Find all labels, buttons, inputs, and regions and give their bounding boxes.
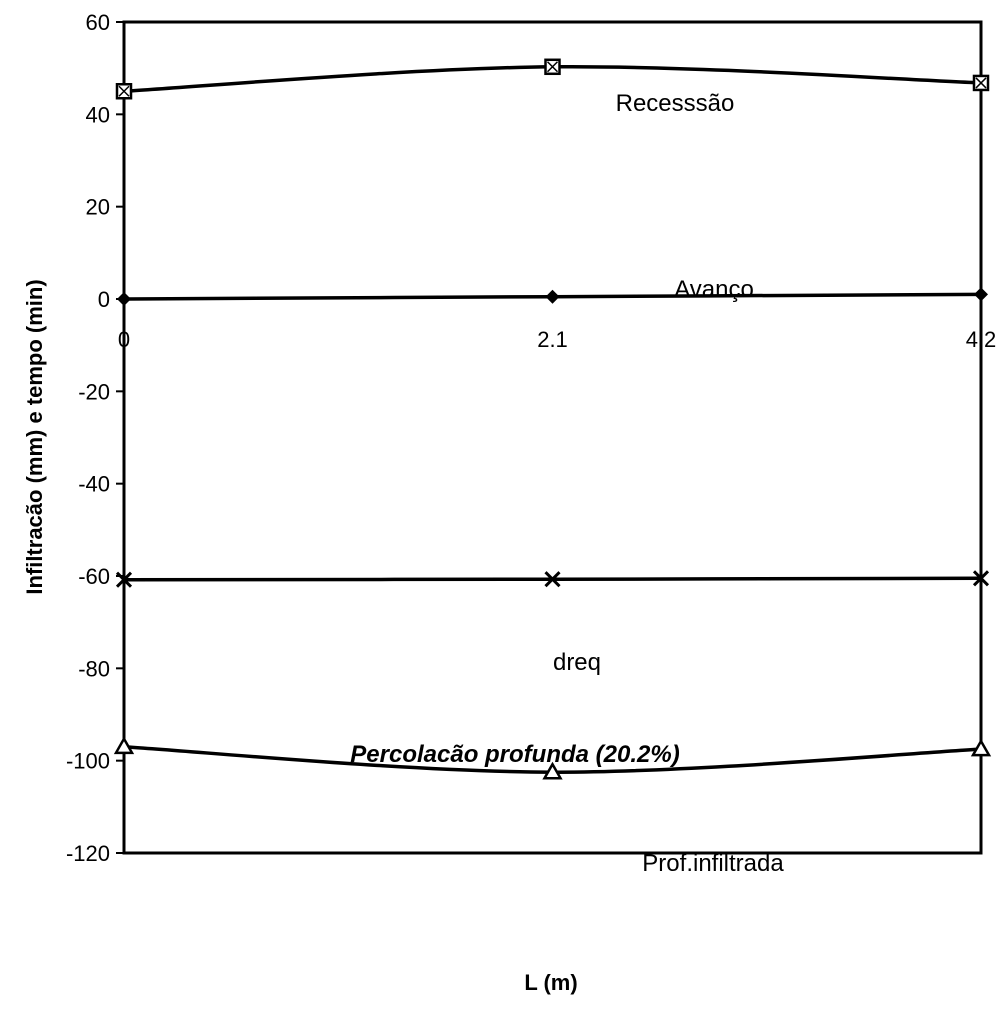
marker-diamond: [117, 292, 131, 306]
y-tick-label: 40: [86, 102, 110, 127]
x-tick-label: 2.1: [537, 327, 568, 352]
data-point-square-x: [115, 83, 133, 100]
series-1: [117, 287, 988, 306]
series-labels: Recesssão Avanço dreq Prof.infiltrada: [553, 90, 784, 877]
data-point-square-x: [972, 74, 990, 92]
x-tick-label: 4.2: [966, 327, 997, 352]
x-axis: 0 2.1 4.2: [118, 327, 996, 352]
marker-triangle: [970, 738, 992, 757]
data-point-diamond: [117, 292, 131, 306]
marker-cross: [546, 61, 559, 73]
marker-x: [972, 570, 990, 587]
data-point-x: [972, 570, 990, 587]
series-label: dreq: [553, 649, 601, 676]
y-tick-label: -60: [78, 564, 110, 589]
series-3: [113, 736, 992, 780]
series-0: [115, 58, 990, 100]
y-tick-label: 20: [86, 195, 110, 220]
y-tick-label: -20: [78, 379, 110, 404]
marker-x: [544, 571, 561, 588]
x-axis-title: L (m): [524, 970, 577, 995]
data-point-x: [115, 571, 133, 588]
marker-diamond: [545, 289, 560, 304]
series-layer: [113, 58, 992, 780]
data-point-triangle: [970, 738, 992, 757]
data-point-square-x: [544, 58, 561, 76]
marker-x: [115, 571, 133, 588]
data-point-diamond: [974, 287, 988, 302]
y-tick-label: 0: [98, 287, 110, 312]
annotation-deep-percolation: Percolacão profunda (20.2%): [350, 741, 679, 768]
series-label: Recesssão: [616, 90, 735, 117]
marker-triangle: [113, 736, 135, 755]
marker-cross: [975, 77, 987, 89]
data-point-diamond: [545, 289, 560, 304]
y-axis-title: Infiltracão (mm) e tempo (min): [22, 279, 47, 594]
y-tick-label: -40: [78, 472, 110, 497]
data-point-triangle: [113, 736, 135, 755]
series-label: Avanço: [674, 276, 754, 303]
y-tick-label: -120: [66, 841, 110, 866]
data-point-triangle: [542, 761, 563, 780]
marker-triangle: [542, 761, 563, 780]
y-tick-label: -100: [66, 749, 110, 774]
series-2: [115, 570, 990, 588]
data-point-x: [544, 571, 561, 588]
series-label: Prof.infiltrada: [642, 850, 784, 877]
y-tick-label: 60: [86, 10, 110, 35]
y-axis: 60 40 20 0 -20 -40 -60 -80 -100 -120: [66, 10, 124, 866]
x-tick-label: 0: [118, 327, 130, 352]
plot-area: [122, 20, 983, 855]
marker-cross: [118, 85, 130, 97]
marker-diamond: [974, 287, 988, 302]
y-tick-label: -80: [78, 656, 110, 681]
